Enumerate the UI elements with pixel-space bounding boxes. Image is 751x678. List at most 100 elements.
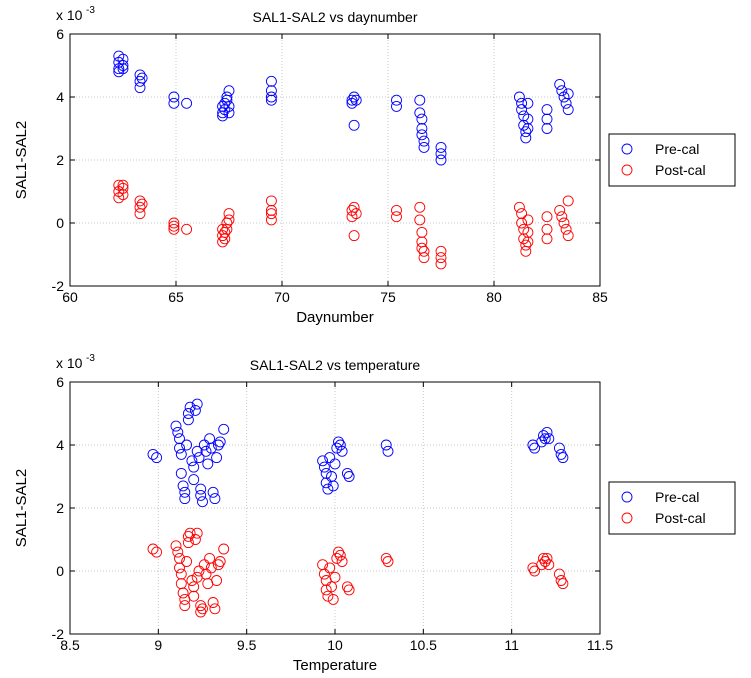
data-point [186,455,198,467]
data-point [117,63,129,75]
data-point [538,430,549,442]
data-point [343,584,355,596]
data-point [380,439,392,451]
data-point [223,107,235,119]
y-exponent-power: -3 [86,353,95,364]
data-point [205,442,217,454]
data-point [175,467,187,479]
data-point [557,452,569,464]
data-point [539,433,551,445]
y-tick-label: 2 [56,152,64,168]
data-point [560,223,572,235]
y-exponent-label: x 10 [56,7,83,23]
data-point [265,214,277,226]
data-point [346,94,358,106]
data-point [212,559,224,571]
data-point [416,242,428,254]
x-tick-label: 8.5 [60,637,80,653]
data-point [556,85,568,97]
data-point [414,214,426,226]
data-point [265,75,277,87]
data-point [318,461,330,473]
data-point [189,534,201,545]
data-point [223,208,235,220]
data-point [322,483,334,495]
data-point [181,556,193,567]
x-tick-label: 65 [168,289,184,305]
data-point [265,208,277,220]
x-tick-label: 10 [327,637,343,653]
data-point [516,104,528,116]
data-point [333,546,344,558]
data-point [320,467,332,479]
data-point [331,442,343,454]
data-point [341,581,353,593]
data-point [117,179,129,191]
data-point [324,562,336,574]
series-post-cal [147,527,569,618]
legend-marker-post-cal [621,164,633,176]
legend-box [608,133,736,187]
data-point [522,97,534,109]
data-point [217,100,229,112]
legend-label: Pre-cal [655,489,699,505]
y-tick-label: 6 [56,26,64,42]
y-tick-label: -2 [52,278,65,294]
chart-temperature: 8.5 9 9.5 10 10.5 11 11.5 -2 0 2 4 6 x 10 -3 SAL1-SAL2… [13,353,736,674]
x-tick-label: 9.5 [237,637,257,653]
data-point [223,100,235,112]
x-tick-label: 11.5 [587,637,613,653]
data-point [191,398,203,410]
x-tick-label: 60 [62,289,78,305]
data-point [380,552,392,564]
data-point [195,483,207,495]
y-tick-label: 0 [56,215,64,231]
chart-title: SAL1-SAL2 vs daynumber [253,9,418,25]
data-point [522,123,534,134]
data-point [435,252,447,264]
data-point [117,189,129,201]
data-point [265,204,277,216]
data-point [168,220,180,232]
series-pre-cal [113,50,574,166]
data-point [181,223,193,235]
data-point [348,119,360,131]
data-point [175,568,187,580]
data-point [207,486,219,498]
chart-title: SAL1-SAL2 vs temperature [250,357,421,373]
data-point [541,211,553,223]
data-point [516,217,528,229]
data-point [197,603,208,615]
legend-marker-post-cal [621,512,633,524]
data-point [170,540,182,552]
data-point [195,606,207,618]
data-point [320,584,332,596]
data-point [382,445,394,457]
data-point [117,182,129,194]
data-point [350,94,362,106]
data-point [168,217,180,229]
y-tick-label: 4 [56,89,64,105]
data-point [168,97,180,109]
data-point [188,590,200,602]
data-point [418,135,430,147]
data-point [541,552,553,564]
data-point [556,211,568,223]
data-point [134,69,146,81]
data-point [554,204,566,216]
data-point [327,480,339,492]
data-point [170,420,182,432]
data-point [562,230,574,242]
legend-marker-pre-cal [621,491,633,503]
legend-label: Pre-cal [655,141,699,157]
data-point [184,401,196,413]
data-point [536,559,548,571]
y-tick-label: 6 [56,374,64,390]
data-point [541,113,553,125]
data-point [174,433,185,445]
data-point [214,436,226,448]
data-point [193,565,205,577]
data-point [174,562,185,574]
data-point [324,452,336,464]
y-exponent-power: -3 [86,5,95,16]
